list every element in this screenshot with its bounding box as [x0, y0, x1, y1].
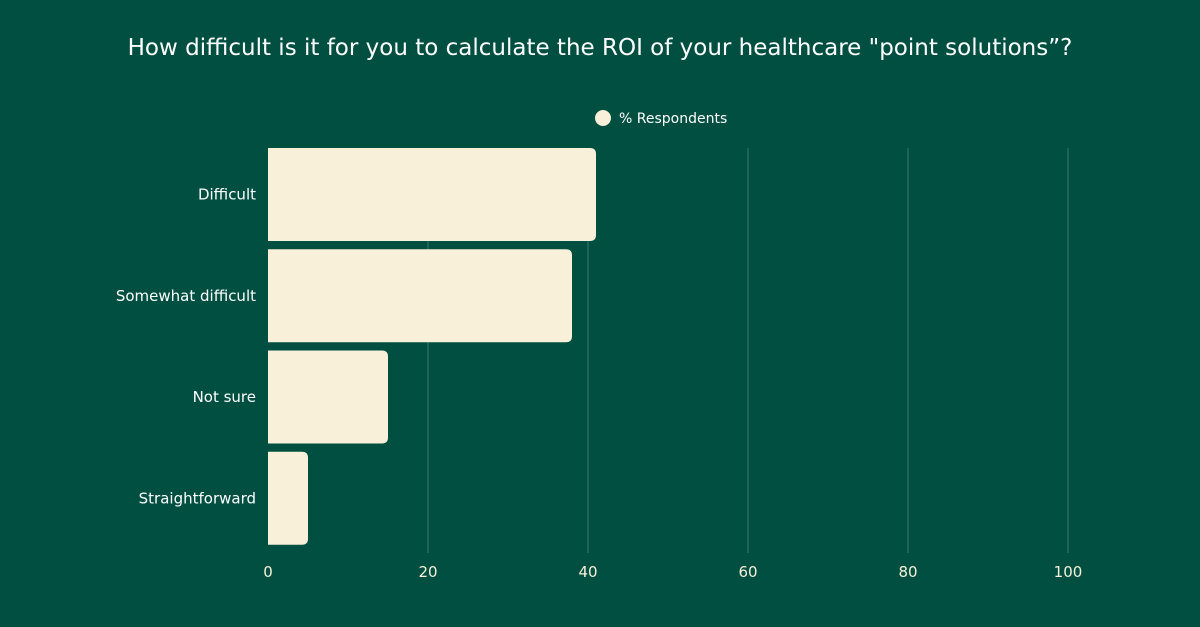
x-tick-label: 80 — [898, 563, 917, 581]
x-tick-label: 40 — [578, 563, 597, 581]
x-axis-ticks: 0 20 40 60 80 100 — [263, 563, 1082, 581]
bar-somewhat-difficult — [268, 249, 572, 343]
bar-straightforward — [268, 451, 308, 545]
x-tick-label: 60 — [738, 563, 757, 581]
category-label: Not sure — [193, 388, 256, 406]
bar-not-sure — [268, 350, 388, 444]
x-tick-label: 20 — [418, 563, 437, 581]
legend-label: % Respondents — [619, 111, 727, 127]
category-labels: Difficult Somewhat difficult Not sure Strai… — [116, 186, 256, 508]
chart-title: How difficult is it for you to calculate… — [128, 35, 1073, 61]
legend: % Respondents — [595, 110, 727, 127]
bar-difficult — [268, 148, 596, 241]
category-label: Somewhat difficult — [116, 287, 256, 305]
bars — [268, 148, 596, 545]
legend-marker — [595, 110, 611, 126]
x-tick-label: 100 — [1054, 563, 1083, 581]
category-label: Difficult — [198, 186, 256, 204]
x-tick-label: 0 — [263, 563, 273, 581]
category-label: Straightforward — [139, 489, 256, 507]
